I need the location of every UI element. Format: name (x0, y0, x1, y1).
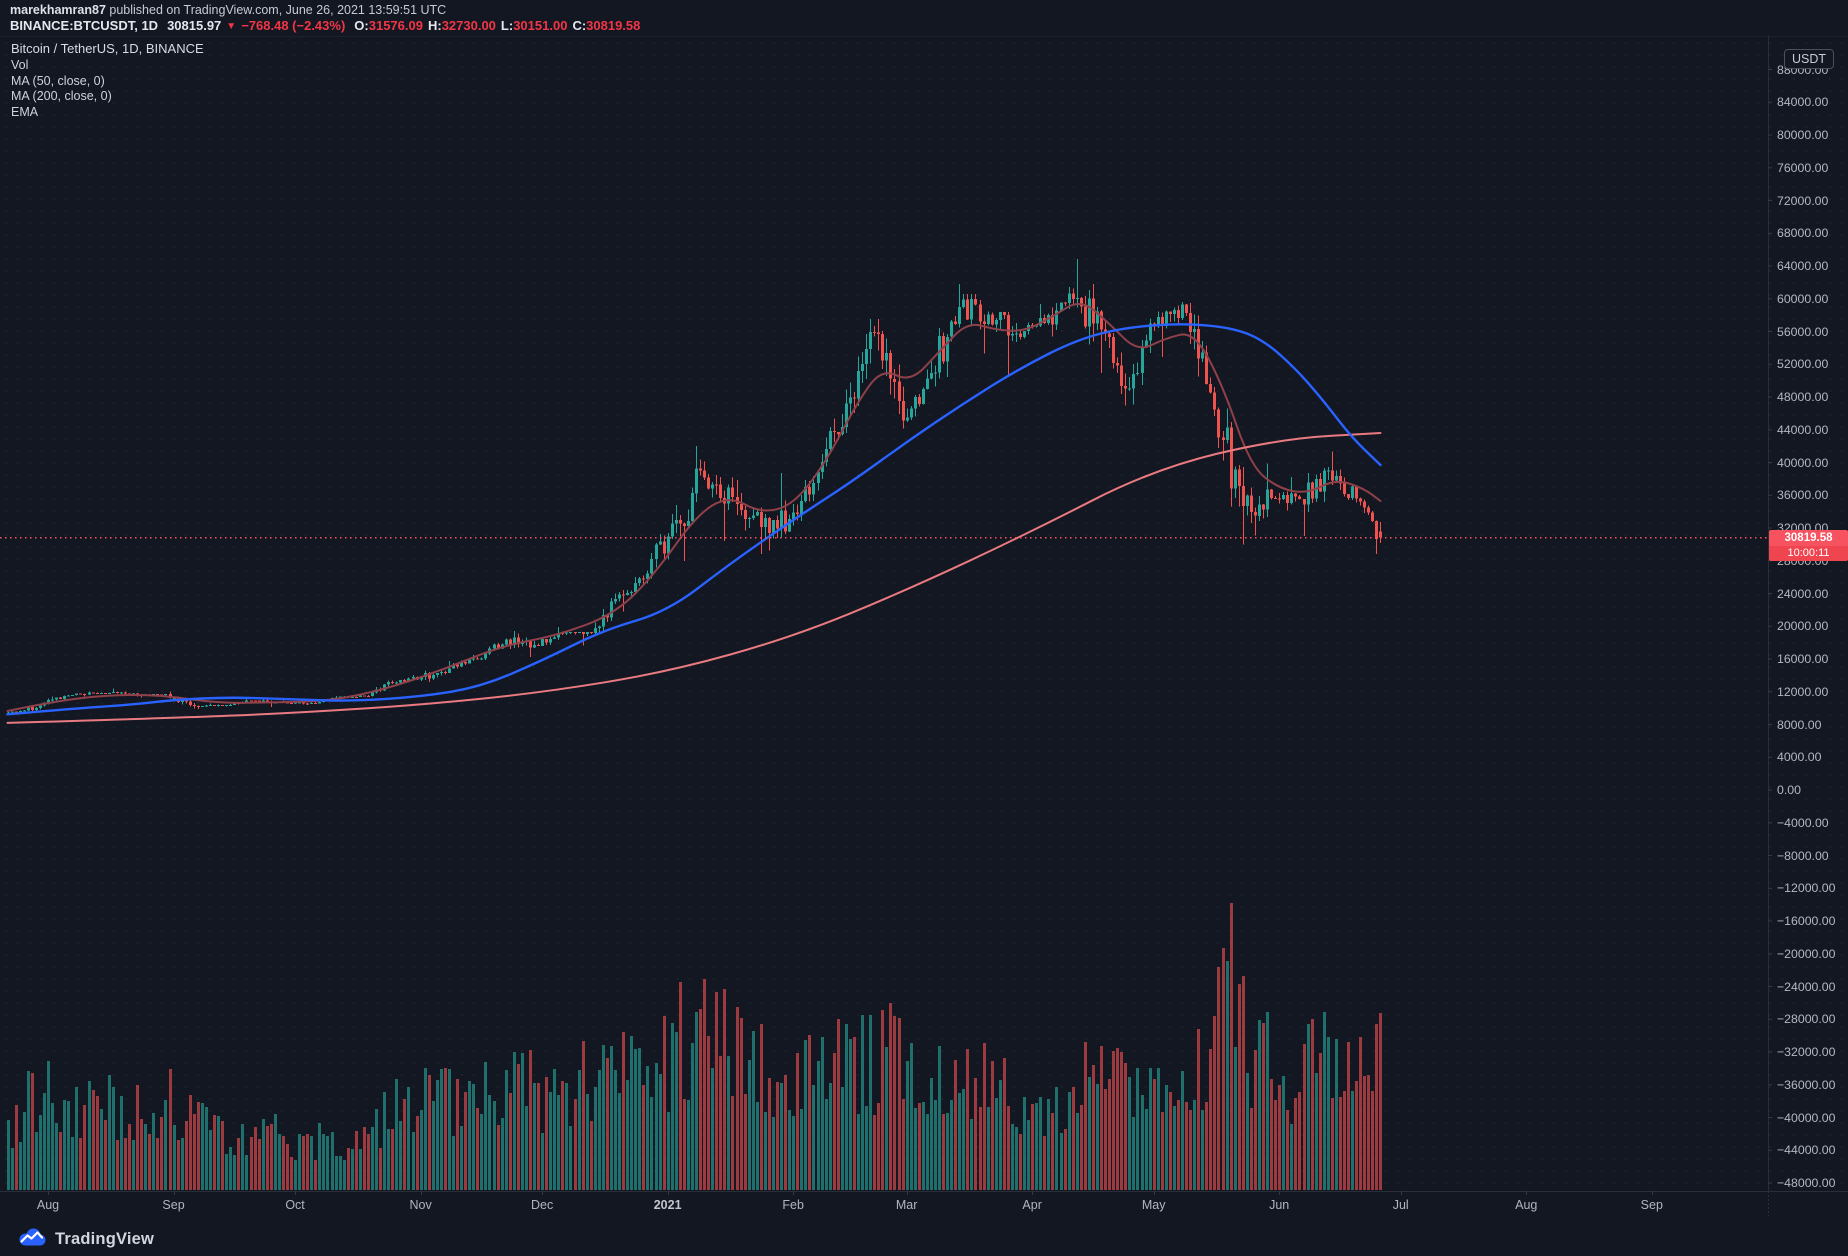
price-tick-label: 36000.00 (1777, 488, 1829, 503)
price-tick-label: 48000.00 (1777, 390, 1829, 404)
footer-bar: TradingView (0, 1220, 1848, 1256)
month-label: Oct (285, 1198, 305, 1212)
month-label: Sep (162, 1198, 185, 1212)
price-tick-label: 44000.00 (1777, 422, 1829, 437)
price-tick-label: −24000.00 (1777, 979, 1836, 994)
price-tick-label: −48000.00 (1777, 1176, 1836, 1190)
price-tick-label: −40000.00 (1777, 1110, 1836, 1125)
tradingview-logo[interactable]: TradingView (17, 1227, 154, 1252)
price-tick-label: 16000.00 (1777, 652, 1829, 666)
publish-info: published on TradingView.com, June 26, 2… (105, 3, 447, 17)
month-label: Mar (895, 1198, 918, 1212)
close-label: C: (572, 18, 587, 33)
price-tick-label: 20000.00 (1777, 619, 1829, 634)
last-price-chip: 30819.58 10:00:11 (1769, 529, 1848, 561)
price-tick-label: 4000.00 (1777, 750, 1822, 765)
price-tick-label: 64000.00 (1777, 259, 1829, 273)
price-tick-label: 12000.00 (1777, 684, 1829, 699)
price-tick-label: −8000.00 (1777, 848, 1829, 863)
legend-symbol-title[interactable]: Bitcoin / TetherUS, 1D, BINANCE (11, 41, 204, 56)
month-label: Nov (409, 1198, 432, 1212)
month-label: Jul (1392, 1198, 1409, 1212)
price-tick-label: 60000.00 (1777, 291, 1829, 306)
price-tick-label: 68000.00 (1777, 226, 1829, 241)
month-label: Dec (530, 1198, 554, 1212)
month-label: Sep (1640, 1198, 1663, 1212)
currency-toggle-chip[interactable]: USDT (1784, 49, 1835, 69)
open-value: 31576.09 (368, 18, 423, 33)
legend-ma50[interactable]: MA (50, close, 0) (11, 73, 105, 88)
price-tick-label: 52000.00 (1777, 357, 1829, 372)
open-label: O: (354, 18, 369, 33)
price-tick-label: −4000.00 (1777, 815, 1829, 830)
price-tick-label: 72000.00 (1777, 193, 1829, 208)
chart-plot-background[interactable] (0, 36, 1848, 1192)
price-tick-label: −20000.00 (1777, 946, 1836, 961)
price-tick-label: −44000.00 (1777, 1143, 1836, 1158)
last-price: 30815.97 (167, 18, 222, 33)
low-value: 30151.00 (513, 18, 568, 33)
tradingview-logo-text: TradingView (55, 1230, 155, 1248)
price-tick-label: 76000.00 (1777, 160, 1829, 175)
change-value: −768.48 (−2.43%) (241, 18, 346, 33)
month-label: Aug (36, 1198, 60, 1212)
price-tick-label: −32000.00 (1777, 1045, 1836, 1059)
price-tick-label: 24000.00 (1777, 586, 1829, 601)
month-label: May (1141, 1198, 1166, 1212)
price-tick-label: −12000.00 (1777, 881, 1836, 896)
low-label: L: (500, 18, 514, 33)
price-tick-label: 56000.00 (1777, 324, 1829, 339)
price-tick-label: 84000.00 (1777, 95, 1829, 110)
month-label: 2021 (653, 1198, 682, 1212)
price-tick-label: 80000.00 (1777, 128, 1829, 142)
high-value: 32730.00 (441, 18, 496, 33)
username: marekhamran87 (10, 3, 106, 17)
tradingview-cloud-icon (17, 1227, 47, 1252)
legend-ema[interactable]: EMA (11, 104, 39, 119)
published-byline: marekhamran87 published on TradingView.c… (10, 3, 446, 17)
symbol-ohlc-line: BINANCE:BTCUSDT, 1D 30815.97 ▼ −768.48 (−2.… (10, 18, 640, 33)
down-arrow-icon: ▼ (226, 21, 237, 32)
month-label: Jun (1269, 1198, 1290, 1212)
symbol-name: BINANCE:BTCUSDT, 1D (10, 18, 159, 33)
close-value: 30819.58 (586, 18, 641, 33)
high-label: H: (427, 18, 442, 33)
bar-countdown: 10:00:11 (1769, 545, 1848, 561)
price-tick-label: 0.00 (1777, 783, 1801, 797)
price-tick-label: −16000.00 (1777, 914, 1836, 928)
month-label: Feb (782, 1198, 804, 1212)
price-tick-label: 8000.00 (1777, 717, 1822, 732)
indicator-legend: Bitcoin / TetherUS, 1D, BINANCE Vol MA (… (11, 41, 204, 119)
last-price-value: 30819.58 (1769, 529, 1848, 546)
price-tick-label: 40000.00 (1777, 455, 1829, 470)
price-tick-label: −36000.00 (1777, 1077, 1836, 1092)
legend-ma200[interactable]: MA (200, close, 0) (11, 89, 112, 103)
month-label: Apr (1022, 1198, 1042, 1212)
price-tick-label: −28000.00 (1777, 1012, 1836, 1027)
month-label: Aug (1515, 1198, 1538, 1212)
legend-volume[interactable]: Vol (11, 58, 29, 72)
header: marekhamran87 published on TradingView.c… (0, 0, 1848, 36)
